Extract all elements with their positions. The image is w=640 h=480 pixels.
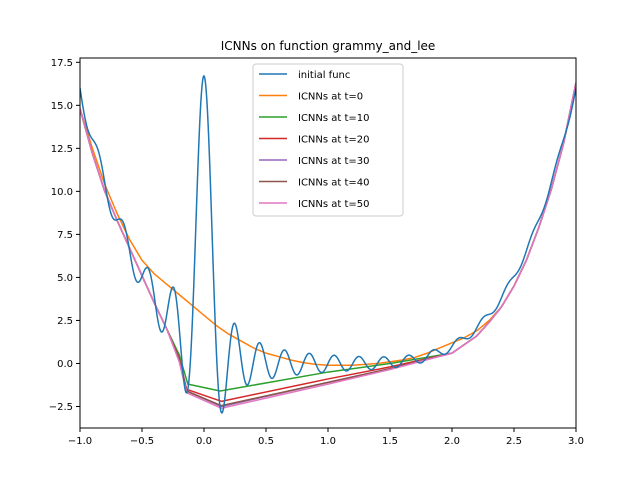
legend-label: initial func	[298, 70, 350, 81]
x-tick-label: −0.5	[130, 436, 154, 447]
legend-label: ICNNs at t=30	[298, 156, 370, 167]
y-tick-label: 10.0	[51, 187, 73, 198]
x-tick-label: 0.0	[196, 436, 212, 447]
legend-box	[252, 63, 404, 217]
x-axis: −1.0 −0.5 0.0 0.5 1.0 1.5 2.0 2.5 3.0	[68, 428, 584, 447]
y-tick-label: 15.0	[51, 101, 73, 112]
y-tick-label: 17.5	[51, 58, 73, 69]
y-tick-label: −2.5	[49, 402, 73, 413]
series-layer	[80, 75, 576, 414]
y-tick-label: 5.0	[57, 273, 73, 284]
x-tick-label: 3.0	[568, 436, 584, 447]
x-tick-label: 0.5	[258, 436, 274, 447]
legend-label: ICNNs at t=20	[298, 135, 370, 146]
y-tick-label: 0.0	[57, 359, 73, 370]
y-tick-label: 12.5	[51, 144, 73, 155]
series-line-initial-func	[80, 75, 576, 414]
legend-label: ICNNs at t=0	[298, 92, 363, 103]
legend: initial func ICNNs at t=0 ICNNs at t=10 ICN…	[252, 63, 404, 217]
legend-label: ICNNs at t=10	[298, 113, 370, 124]
y-axis: −2.5 0.0 2.5 5.0 7.5 10.0 12.5 15.0 17.5	[49, 58, 80, 413]
y-tick-label: 7.5	[57, 230, 73, 241]
x-tick-label: 1.0	[320, 436, 336, 447]
legend-label: ICNNs at t=40	[298, 178, 370, 189]
x-tick-label: −1.0	[68, 436, 92, 447]
x-tick-label: 2.5	[506, 436, 522, 447]
chart-title: ICNNs on function grammy_and_lee	[221, 39, 436, 53]
x-tick-label: 2.0	[444, 436, 460, 447]
legend-label: ICNNs at t=50	[298, 199, 370, 210]
x-tick-label: 1.5	[382, 436, 398, 447]
y-tick-label: 2.5	[57, 316, 73, 327]
series-line-icnns-at-t-50	[80, 82, 576, 409]
